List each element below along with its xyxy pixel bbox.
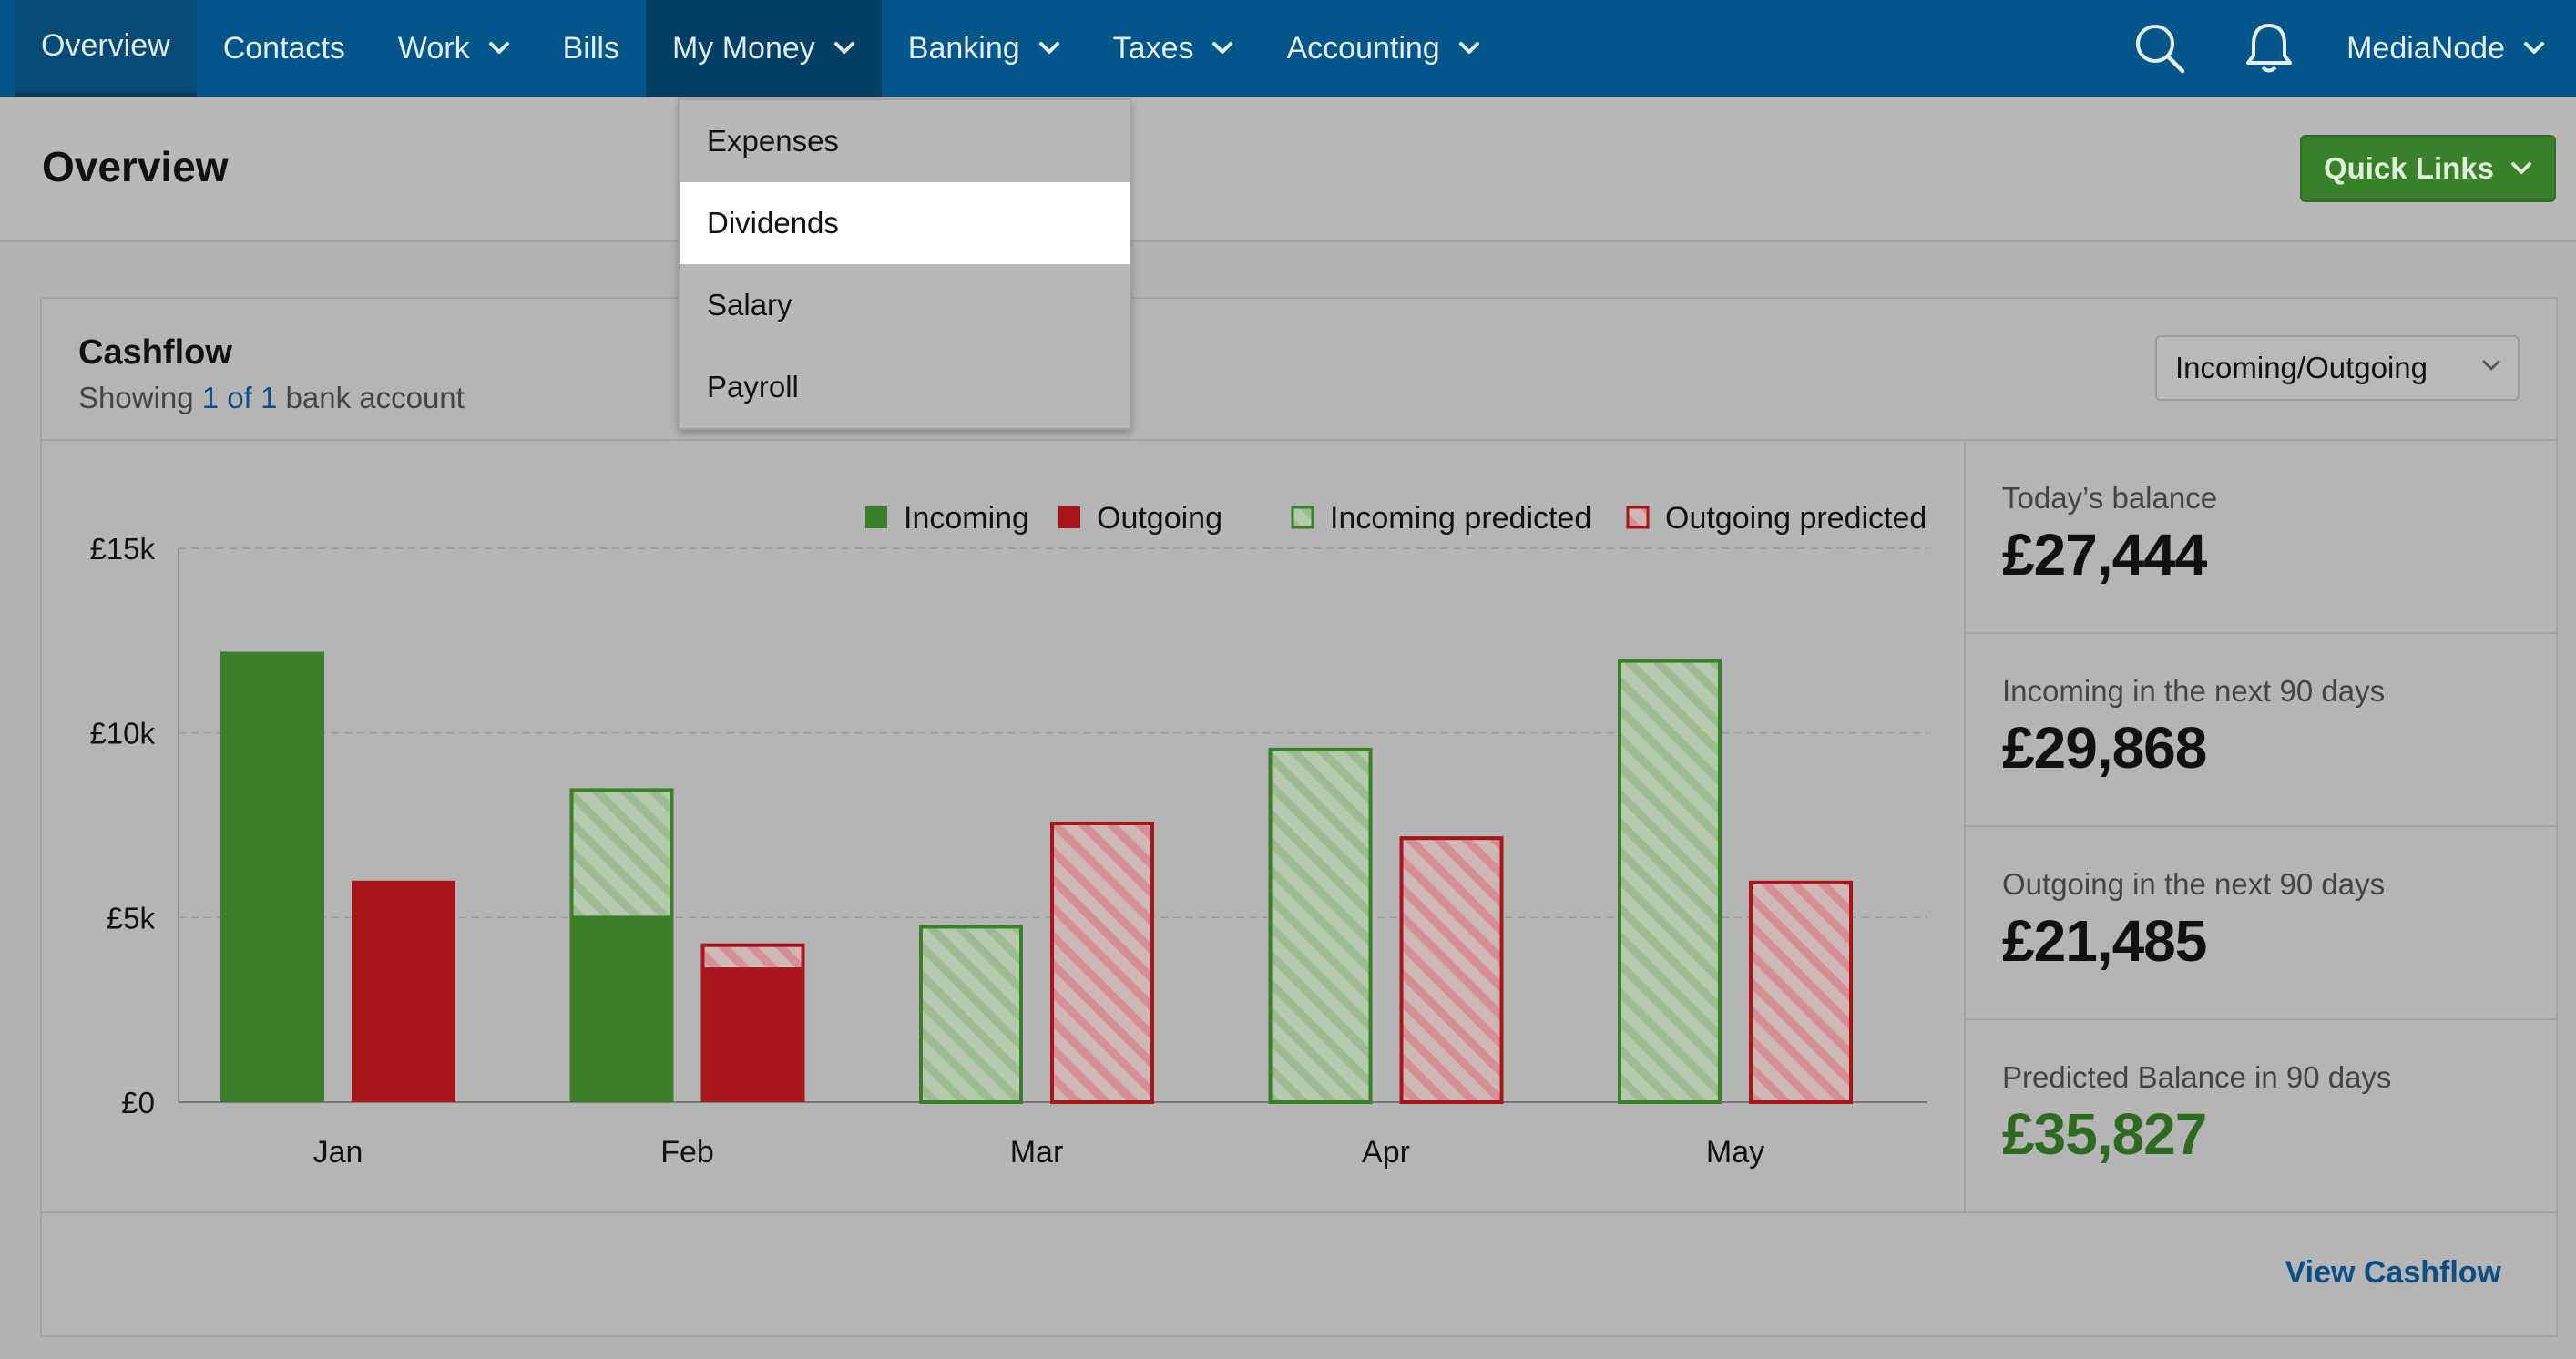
nav-item-banking[interactable]: Banking: [882, 0, 1087, 97]
legend-item-incoming[interactable]: Incoming: [865, 501, 1029, 536]
legend-label: Outgoing predicted: [1665, 501, 1927, 536]
quick-links-label: Quick Links: [2323, 151, 2494, 185]
stat-label: Predicted Balance in 90 days: [2002, 1060, 2392, 1094]
legend-item-incoming-predicted[interactable]: Incoming predicted: [1291, 501, 1591, 536]
bar-outgoing-predicted-mar[interactable]: [1050, 821, 1154, 1104]
cashflow-card: Cashflow Showing 1 of 1 bank account Inc…: [40, 297, 2558, 1337]
bar-incoming-predicted-may[interactable]: [1618, 659, 1722, 1104]
y-tick-label: £15k: [89, 532, 155, 566]
nav-item-taxes[interactable]: Taxes: [1087, 0, 1261, 97]
balance-summary: Today’s balance £27,444 Incoming in the ne…: [1964, 441, 2556, 1211]
nav-item-accounting[interactable]: Accounting: [1260, 0, 1506, 97]
stat-value: £21,485: [2002, 908, 2207, 974]
bar-incoming-jan[interactable]: [220, 651, 324, 1102]
chevron-down-icon: [2523, 41, 2545, 56]
bar-incoming-predicted-apr[interactable]: [1268, 747, 1373, 1104]
legend-label: Incoming: [904, 501, 1029, 536]
bar-incoming-predicted-mar[interactable]: [919, 925, 1023, 1104]
legend-item-outgoing[interactable]: Outgoing: [1058, 501, 1222, 536]
nav-item-label: Accounting: [1286, 30, 1440, 66]
cashflow-title: Cashflow: [78, 333, 232, 372]
stat-value: £35,827: [2002, 1101, 2207, 1167]
y-tick-label: £10k: [89, 717, 155, 751]
nav-item-label: Banking: [907, 30, 1020, 66]
nav-item-my-money[interactable]: My Money: [645, 0, 882, 97]
menu-item-payroll[interactable]: Payroll: [707, 370, 799, 404]
legend-swatch: [865, 506, 887, 528]
top-navigation: Overview Contacts Work Bills My Money Banking…: [0, 0, 2576, 97]
menu-item-dividends[interactable]: Dividends: [680, 182, 1130, 264]
nav-item-label: My Money: [671, 30, 815, 66]
my-money-dropdown: Expenses Dividends Salary Payroll: [678, 98, 1131, 430]
nav-item-label: Overview: [41, 28, 170, 63]
stat-label: Today’s balance: [2002, 481, 2218, 515]
cashflow-footer: View Cashflow: [42, 1211, 2556, 1335]
chevron-down-icon: [1458, 41, 1480, 56]
chevron-down-icon: [2481, 359, 2501, 372]
stat-label: Outgoing in the next 90 days: [2002, 867, 2386, 901]
bar-outgoing-predicted-may[interactable]: [1749, 880, 1853, 1104]
bell-icon[interactable]: [2237, 0, 2301, 97]
nav-item-label: Work: [397, 30, 470, 66]
chevron-down-icon: [1038, 41, 1060, 56]
nav-item-contacts[interactable]: Contacts: [197, 0, 372, 97]
cashflow-header: Cashflow Showing 1 of 1 bank account Inc…: [42, 299, 2556, 441]
search-icon[interactable]: [2128, 0, 2192, 97]
stat-incoming-in-the-next-90-days: Incoming in the next 90 days £29,868: [1966, 634, 2556, 827]
bar-incoming-predicted-feb[interactable]: [569, 788, 674, 920]
nav-item-label: Taxes: [1112, 30, 1194, 66]
menu-item-expenses[interactable]: Expenses: [707, 124, 839, 158]
main-menu: Overview Contacts Work Bills My Money Banking…: [15, 0, 1507, 97]
stat-label: Incoming in the next 90 days: [2002, 674, 2386, 708]
legend-swatch: [1626, 506, 1650, 529]
x-tick-label: Jan: [313, 1135, 363, 1170]
bar-outgoing-jan[interactable]: [352, 880, 455, 1102]
x-tick-label: Feb: [660, 1135, 714, 1170]
cashflow-chart: £0 £5k £10k £15k Jan Feb Mar Apr May Incoming Ou…: [42, 441, 1964, 1211]
bank-account-count-link[interactable]: 1 of 1: [201, 381, 278, 414]
quick-links-button[interactable]: Quick Links: [2299, 135, 2556, 202]
bar-incoming-feb[interactable]: [569, 917, 674, 1102]
stat-value: £27,444: [2002, 522, 2207, 588]
cashflow-view-select[interactable]: Incoming/Outgoing: [2155, 335, 2520, 401]
nav-utilities: MediaNode: [2128, 0, 2576, 97]
subtitle-prefix: Showing: [78, 381, 202, 414]
y-tick-label: £5k: [107, 901, 156, 935]
nav-item-label: Bills: [562, 30, 619, 66]
legend-label: Outgoing: [1097, 501, 1222, 536]
x-tick-label: Mar: [1010, 1135, 1064, 1170]
view-cashflow-link[interactable]: View Cashflow: [2285, 1255, 2501, 1290]
y-tick-label: £0: [121, 1086, 155, 1119]
chevron-down-icon: [2510, 161, 2532, 176]
nav-item-label: Contacts: [222, 30, 345, 66]
cashflow-view-value: Incoming/Outgoing: [2175, 351, 2428, 384]
chevron-down-icon: [1211, 41, 1233, 56]
x-tick-label: May: [1706, 1135, 1764, 1170]
nav-item-bills[interactable]: Bills: [537, 0, 646, 97]
stat-outgoing-in-the-next-90-days: Outgoing in the next 90 days £21,485: [1966, 827, 2556, 1020]
nav-item-work[interactable]: Work: [372, 0, 537, 97]
bar-outgoing-feb[interactable]: [700, 969, 805, 1102]
stat-value: £29,868: [2002, 715, 2207, 781]
page-title: Overview: [42, 143, 229, 190]
stat-today-s-balance: Today’s balance £27,444: [1966, 441, 2556, 634]
stat-predicted-balance-in-90-days: Predicted Balance in 90 days £35,827: [1966, 1020, 2556, 1213]
legend-swatch: [1058, 506, 1080, 528]
chevron-down-icon: [488, 41, 510, 56]
subtitle-suffix: bank account: [277, 381, 465, 414]
menu-item-salary[interactable]: Salary: [707, 288, 792, 322]
organization-name: MediaNode: [2346, 30, 2505, 66]
page-header: Overview Quick Links: [0, 97, 2576, 242]
cashflow-subtitle: Showing 1 of 1 bank account: [78, 381, 465, 415]
organization-menu[interactable]: MediaNode: [2346, 31, 2576, 66]
legend-item-outgoing-predicted[interactable]: Outgoing predicted: [1626, 501, 1927, 536]
cashflow-chart-svg: £0 £5k £10k £15k Jan Feb Mar Apr May Incoming Ou…: [89, 501, 1927, 1170]
nav-item-overview[interactable]: Overview: [15, 0, 197, 97]
bar-outgoing-predicted-apr[interactable]: [1399, 836, 1504, 1104]
x-tick-label: Apr: [1362, 1135, 1410, 1170]
chevron-down-icon: [833, 41, 855, 56]
bar-outgoing-predicted-feb[interactable]: [700, 943, 805, 972]
legend-swatch: [1291, 506, 1314, 529]
legend-label: Incoming predicted: [1330, 501, 1591, 536]
